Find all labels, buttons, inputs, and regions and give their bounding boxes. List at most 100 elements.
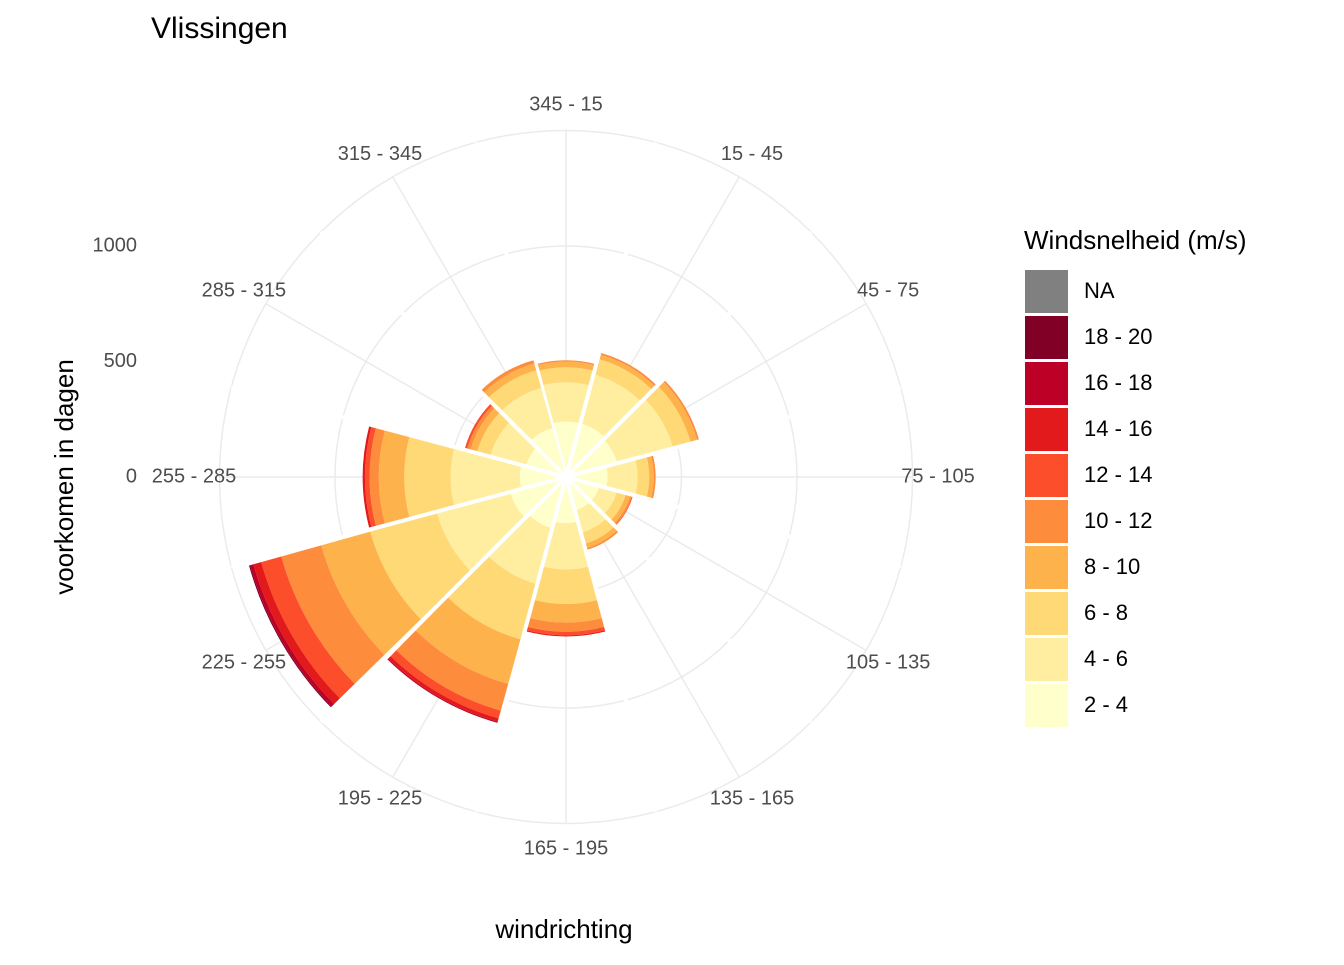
bar-segment <box>490 422 537 466</box>
bar-segment <box>390 650 501 719</box>
legend-swatch <box>1025 684 1068 727</box>
legend-label: 12 - 14 <box>1084 462 1153 487</box>
bar-segment <box>603 399 673 463</box>
bar-segment <box>370 513 471 620</box>
x-tick-label: 75 - 105 <box>901 465 974 487</box>
bar-segment <box>543 521 589 570</box>
sector-gap <box>564 141 658 478</box>
sector-gap <box>564 476 658 813</box>
bar-segment <box>510 477 566 518</box>
bar-segment <box>613 495 633 526</box>
legend-label: 8 - 10 <box>1084 554 1140 579</box>
bar-segment <box>554 477 578 524</box>
legend-swatch <box>1025 408 1068 451</box>
legend-label: 4 - 6 <box>1084 646 1128 671</box>
bar-segment <box>645 386 691 448</box>
bar-segment <box>606 459 638 495</box>
x-tick-label: 315 - 345 <box>338 143 423 165</box>
bar-segment <box>528 477 566 529</box>
bar-segment <box>537 361 595 371</box>
sector-gap <box>230 385 567 479</box>
sector-gap <box>230 475 567 569</box>
x-tick-label: 345 - 15 <box>529 93 602 115</box>
legend-label: NA <box>1084 278 1115 303</box>
bar-segment <box>527 617 605 632</box>
bar-segment <box>585 529 620 550</box>
bar-segment <box>538 367 594 386</box>
x-tick-label: 135 - 165 <box>710 787 795 809</box>
bar-segment <box>526 626 606 636</box>
legend-label: 6 - 8 <box>1084 600 1128 625</box>
bar-segment <box>658 381 698 443</box>
bar-segment <box>663 380 700 441</box>
x-tick-label: 15 - 45 <box>721 143 783 165</box>
sector-gap <box>564 475 813 724</box>
sector-gap <box>565 385 902 479</box>
y-tick-label: 1000 <box>93 234 138 256</box>
bar-segment <box>415 597 521 684</box>
bar-segment <box>488 514 552 584</box>
bar-segment <box>369 428 385 526</box>
bar-segment <box>536 360 596 366</box>
legend-swatch <box>1025 592 1068 635</box>
bar-segment <box>477 412 510 456</box>
chart-title: Vlissingen <box>151 12 288 45</box>
legend-swatch <box>1025 454 1068 497</box>
x-tick-label: 105 - 135 <box>846 651 931 673</box>
bar-segment <box>519 465 566 489</box>
bar-segment <box>321 531 421 655</box>
bar-segment <box>436 492 525 571</box>
bar-segment <box>581 518 615 544</box>
bar-segment <box>448 556 537 640</box>
legend-swatch <box>1025 270 1068 313</box>
legend-label: 16 - 18 <box>1084 370 1153 395</box>
bar-segment <box>575 501 607 533</box>
legend-label: 14 - 16 <box>1084 416 1153 441</box>
bar-segment <box>600 352 657 387</box>
bar-segment <box>584 526 618 549</box>
bar-segment <box>488 370 542 411</box>
x-tick-label: 195 - 225 <box>338 787 423 809</box>
bar-segment <box>598 354 655 390</box>
sector-gap <box>565 475 902 569</box>
bar-segment <box>552 421 580 477</box>
bar-segment <box>388 656 499 722</box>
y-tick-label: 0 <box>126 465 137 487</box>
bar-segment <box>253 562 340 705</box>
bar-segment <box>501 388 553 441</box>
bar-segment <box>483 363 537 398</box>
x-tick-label: 255 - 285 <box>152 465 237 487</box>
bar-segment <box>261 556 355 699</box>
bar-segment <box>365 427 376 527</box>
bar-segment <box>646 455 654 499</box>
bar-segment <box>466 405 496 451</box>
bar-segment <box>404 436 455 518</box>
x-tick-label: 45 - 75 <box>857 279 919 301</box>
bar-segment <box>610 493 631 524</box>
legend-swatch <box>1025 546 1068 589</box>
y-tick-label: 500 <box>104 350 137 372</box>
sector-gap <box>474 141 568 478</box>
x-tick-label: 285 - 315 <box>202 279 287 301</box>
bar-segment <box>526 630 606 637</box>
bar-segment <box>542 382 590 424</box>
bar-segment <box>362 426 372 528</box>
bar-segment <box>529 600 603 623</box>
bar-segment <box>594 359 652 402</box>
bar-segment <box>470 407 500 453</box>
x-tick-label: 225 - 255 <box>202 651 287 673</box>
legend-label: 10 - 12 <box>1084 508 1153 533</box>
legend-title: Windsnelheid (m/s) <box>1024 225 1247 255</box>
bar-segment <box>534 566 598 605</box>
bar-segment <box>396 630 509 711</box>
bar-segment <box>464 403 493 450</box>
x-axis-label: windrichting <box>494 914 632 944</box>
bar-segment <box>378 430 410 524</box>
legend-swatch <box>1025 362 1068 405</box>
x-tick-label: 165 - 195 <box>524 837 609 859</box>
sector-gap <box>319 230 568 479</box>
bar-segment <box>635 456 650 498</box>
sector-gap <box>319 475 568 724</box>
legend-label: 18 - 20 <box>1084 324 1153 349</box>
